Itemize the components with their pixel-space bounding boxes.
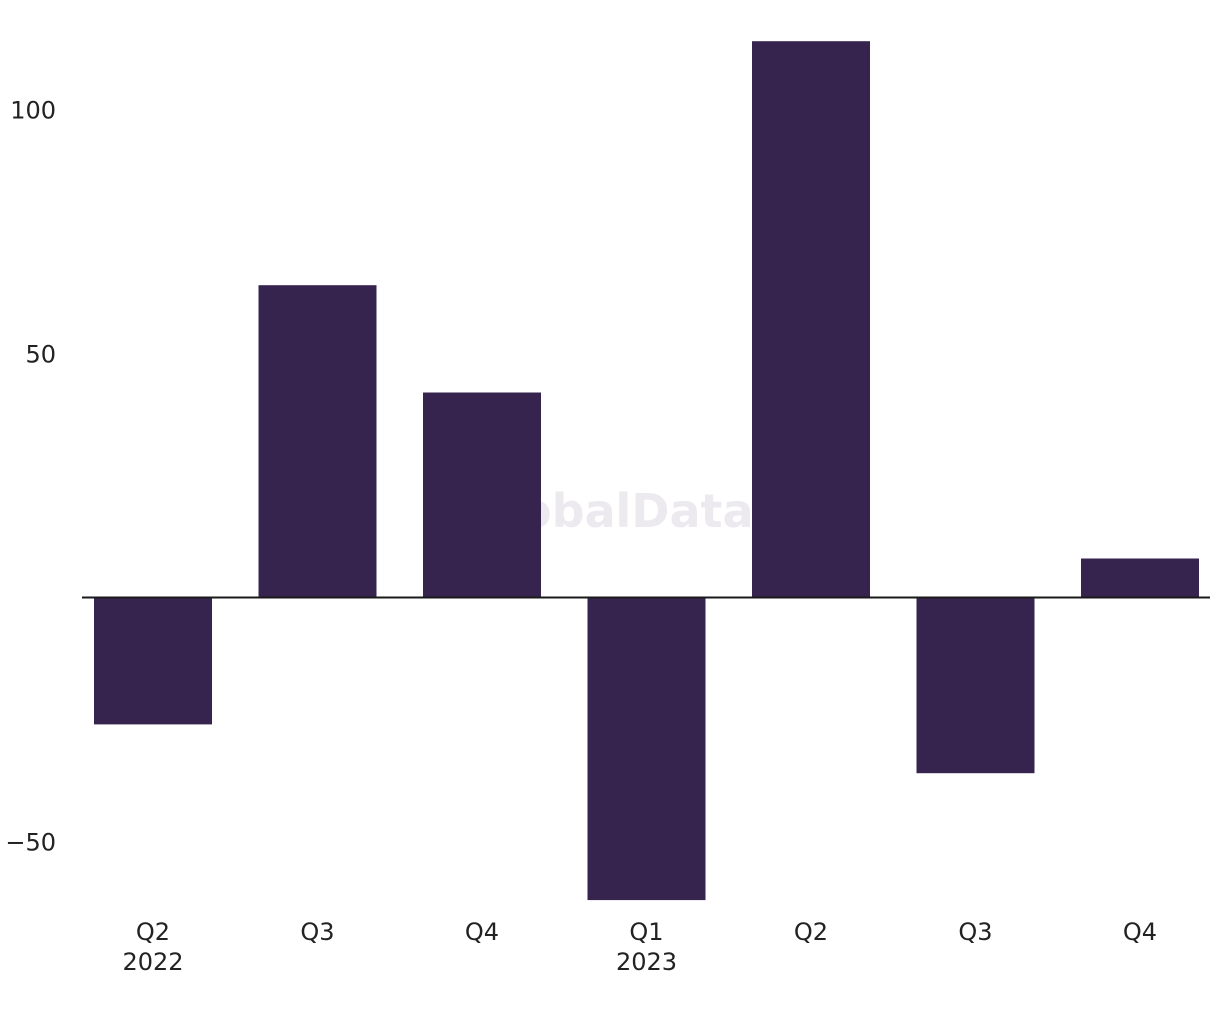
x-year-label: 2023 [616,948,677,976]
y-tick-label: −50 [5,829,56,857]
bar-7 [1081,558,1199,598]
bars-group [94,41,1199,901]
bar-5 [752,41,870,598]
bar-1 [94,597,212,725]
x-tick-label: Q4 [1123,918,1157,946]
x-tick-label: Q2 [794,918,828,946]
x-tick-label: Q3 [958,918,992,946]
x-tick-label: Q3 [300,918,334,946]
bar-2 [258,285,377,598]
bar-6 [916,597,1035,774]
y-tick-label: 50 [25,341,56,369]
bar-4 [587,597,706,901]
bar-3 [423,392,541,598]
x-tick-label: Q2 [136,918,170,946]
x-tick-label: Q1 [629,918,663,946]
y-tick-label: 100 [10,97,56,125]
y-tick-labels: −50 50 100 [5,97,56,857]
x-year-label: 2022 [122,948,183,976]
x-tick-label: Q4 [465,918,499,946]
